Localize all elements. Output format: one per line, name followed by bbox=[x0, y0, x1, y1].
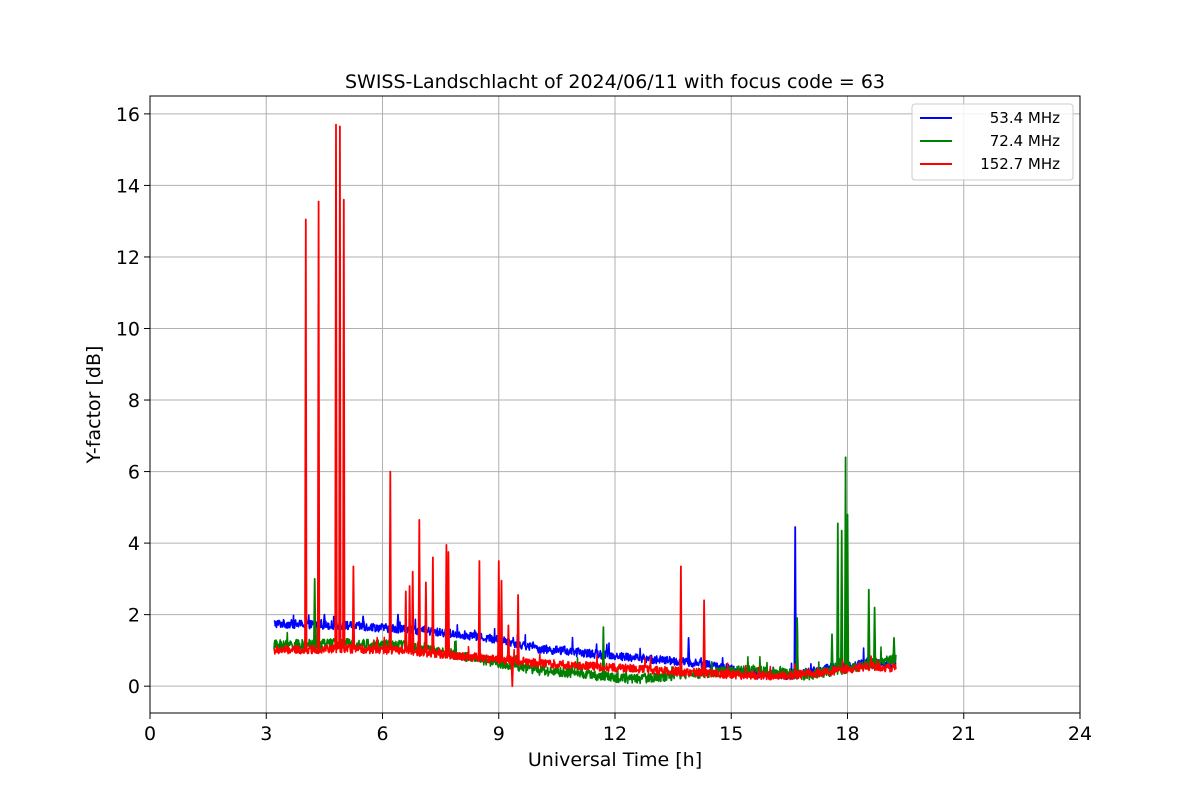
y-tick-label: 0 bbox=[128, 676, 140, 698]
series-spike bbox=[338, 125, 342, 649]
series-spike bbox=[388, 470, 392, 651]
y-tick-label: 4 bbox=[128, 533, 140, 555]
series-spike bbox=[446, 551, 450, 655]
series-spike bbox=[477, 560, 481, 658]
y-tick-label: 14 bbox=[116, 175, 140, 197]
series-spike bbox=[840, 529, 844, 670]
legend-box bbox=[911, 103, 1074, 181]
series-line bbox=[273, 636, 897, 681]
series-spike bbox=[351, 565, 356, 649]
y-tick-label: 12 bbox=[116, 247, 140, 269]
series-layer bbox=[273, 123, 897, 688]
y-axis-label: Y-factor [dB] bbox=[83, 346, 105, 465]
chart-title: SWISS-Landschlacht of 2024/06/11 with fo… bbox=[345, 71, 885, 93]
y-tick-label: 10 bbox=[116, 318, 140, 340]
series-spike bbox=[497, 560, 501, 660]
series-spike bbox=[408, 585, 412, 652]
x-tick-label: 0 bbox=[144, 723, 156, 745]
series-spike bbox=[334, 123, 338, 649]
series-spike bbox=[506, 624, 511, 661]
legend-label: 152.7 MHz bbox=[980, 155, 1060, 173]
x-tick-label: 24 bbox=[1068, 723, 1092, 745]
x-tick-label: 12 bbox=[603, 723, 627, 745]
x-tick-label: 3 bbox=[260, 723, 272, 745]
series-2 bbox=[273, 123, 897, 688]
series-spike bbox=[411, 570, 415, 652]
x-tick-label: 15 bbox=[719, 723, 743, 745]
x-axis-label: Universal Time [h] bbox=[528, 749, 702, 771]
series-spike bbox=[444, 544, 449, 655]
series-spike bbox=[404, 590, 408, 651]
series-spike bbox=[867, 588, 871, 665]
legend-label: 72.4 MHz bbox=[990, 132, 1060, 150]
series-spike bbox=[702, 599, 706, 674]
y-tick-label: 8 bbox=[128, 390, 140, 412]
series-spike bbox=[361, 615, 365, 627]
series-spike bbox=[313, 578, 317, 645]
x-tick-label: 21 bbox=[952, 723, 976, 745]
x-tick-label: 6 bbox=[376, 723, 388, 745]
series-spike bbox=[679, 565, 683, 672]
y-tick-label: 2 bbox=[128, 605, 140, 627]
series-spike bbox=[795, 617, 799, 675]
series-spike bbox=[845, 513, 850, 669]
x-tick-label: 9 bbox=[493, 723, 505, 745]
series-spike bbox=[424, 581, 428, 653]
x-tick-label: 18 bbox=[835, 723, 859, 745]
series-spike bbox=[304, 218, 308, 650]
series-spike bbox=[516, 594, 520, 662]
legend: 53.4 MHz 72.4 MHz 152.7 MHz bbox=[911, 103, 1074, 181]
series-spike bbox=[836, 522, 840, 671]
legend-label: 53.4 MHz bbox=[990, 109, 1060, 127]
series-spike bbox=[892, 637, 896, 660]
series-spike bbox=[322, 613, 326, 625]
series-spike bbox=[499, 579, 504, 660]
series-spike bbox=[431, 556, 435, 654]
series-spike bbox=[873, 606, 877, 664]
series-spike bbox=[843, 456, 848, 669]
y-tick-label: 6 bbox=[128, 462, 140, 484]
y-tick-label: 16 bbox=[116, 104, 140, 126]
series-spike bbox=[316, 200, 321, 650]
series-spike bbox=[510, 660, 514, 688]
series-spike bbox=[601, 626, 605, 677]
series-spike bbox=[342, 198, 346, 649]
series-spike bbox=[793, 526, 797, 675]
series-spike bbox=[830, 633, 834, 672]
series-spike bbox=[687, 637, 691, 663]
series-spike bbox=[417, 519, 421, 653]
series-spike bbox=[396, 613, 400, 629]
